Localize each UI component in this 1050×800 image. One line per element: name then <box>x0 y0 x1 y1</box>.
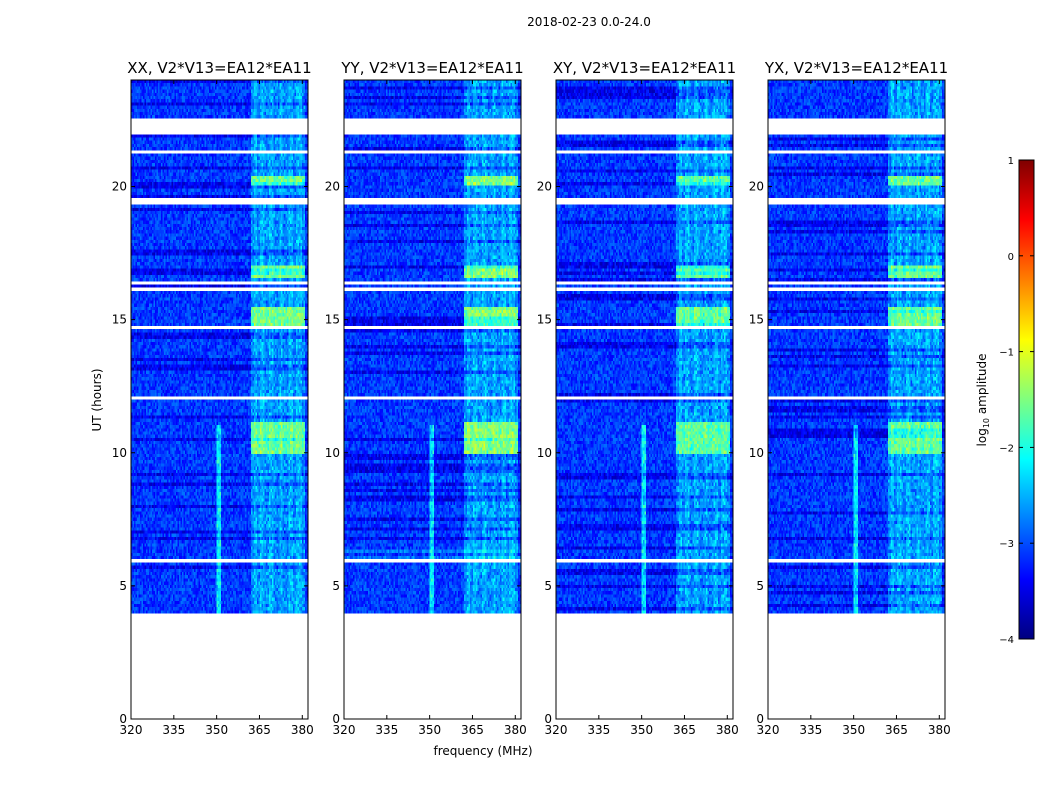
x-tick-label: 350 <box>630 723 653 737</box>
x-tick-label: 365 <box>673 723 696 737</box>
colorbar-label: log10 amplitude <box>975 354 991 447</box>
x-tick-label: 335 <box>375 723 398 737</box>
panel-3: XY, V2*V13=EA12*EA11 320 335 350 365 380 0 5 10 1… <box>537 59 739 737</box>
panel-title: XY, V2*V13=EA12*EA11 <box>553 59 736 77</box>
panel-title: XX, V2*V13=EA12*EA11 <box>127 59 311 77</box>
y-tick-label: 15 <box>325 313 340 327</box>
y-tick-label: 10 <box>112 446 127 460</box>
y-tick-label: 5 <box>119 579 127 593</box>
colorbar-tick-label: −4 <box>999 635 1014 646</box>
y-tick-label: 10 <box>749 446 764 460</box>
panel-frame <box>343 79 522 720</box>
panel-frame <box>555 79 734 720</box>
y-tick-label: 20 <box>749 180 764 194</box>
y-tick-label: 5 <box>756 579 764 593</box>
colorbar-tick-label: −2 <box>999 443 1014 454</box>
x-tick-label: 350 <box>842 723 865 737</box>
y-tick-label: 20 <box>325 180 340 194</box>
colorbar-tick-label: 1 <box>1008 156 1014 167</box>
y-tick-label: 20 <box>112 180 127 194</box>
panel-1: XX, V2*V13=EA12*EA11 320 335 350 365 380 0 5 10 1… <box>112 59 314 737</box>
x-tick-label: 320 <box>757 723 780 737</box>
panel-title: YY, V2*V13=EA12*EA11 <box>340 59 523 77</box>
panel-title: YX, V2*V13=EA12*EA11 <box>764 59 948 77</box>
y-tick-label: 15 <box>537 313 552 327</box>
x-tick-label: 335 <box>587 723 610 737</box>
x-tick-label: 380 <box>291 723 314 737</box>
y-tick-label: 15 <box>749 313 764 327</box>
y-axis-label: UT (hours) <box>90 368 104 431</box>
spectrogram-image <box>556 80 733 719</box>
x-tick-label: 350 <box>205 723 228 737</box>
spectrogram-image <box>344 80 521 719</box>
spectrogram-image <box>131 80 308 719</box>
y-tick-label: 10 <box>537 446 552 460</box>
colorbar-tick-label: −1 <box>999 348 1014 359</box>
panels-group: XX, V2*V13=EA12*EA11 320 335 350 365 380 0 5 10 1… <box>112 59 951 737</box>
x-tick-label: 320 <box>545 723 568 737</box>
panel-frame <box>130 79 309 720</box>
y-tick-label: 0 <box>756 712 764 726</box>
x-tick-label: 365 <box>248 723 271 737</box>
x-tick-label: 320 <box>120 723 143 737</box>
y-tick-label: 5 <box>544 579 552 593</box>
y-tick-label: 5 <box>332 579 340 593</box>
panel-frame <box>767 79 946 720</box>
x-tick-label: 335 <box>162 723 185 737</box>
colorbar-tick-label: −3 <box>999 539 1014 550</box>
x-axis-label: frequency (MHz) <box>433 744 532 758</box>
x-tick-label: 320 <box>333 723 356 737</box>
x-tick-label: 365 <box>461 723 484 737</box>
y-tick-label: 0 <box>332 712 340 726</box>
colorbar-gradient <box>1018 159 1035 640</box>
x-tick-label: 380 <box>928 723 951 737</box>
y-tick-label: 20 <box>537 180 552 194</box>
panel-2: YY, V2*V13=EA12*EA11 320 335 350 365 380 0 5 10 1… <box>325 59 527 737</box>
y-tick-label: 0 <box>119 712 127 726</box>
panel-4: YX, V2*V13=EA12*EA11 320 335 350 365 380 0 5 10 1… <box>749 59 951 737</box>
figure-suptitle: 2018-02-23 0.0-24.0 <box>527 15 651 29</box>
spectrogram-image <box>768 80 945 719</box>
x-tick-label: 350 <box>418 723 441 737</box>
colorbar: 1 0 −1 −2 −3 −4 log10 amplitude <box>975 156 1035 646</box>
y-tick-label: 15 <box>112 313 127 327</box>
x-tick-label: 335 <box>799 723 822 737</box>
x-tick-label: 365 <box>885 723 908 737</box>
x-tick-label: 380 <box>716 723 739 737</box>
y-tick-label: 0 <box>544 712 552 726</box>
colorbar-tick-label: 0 <box>1008 252 1014 263</box>
y-tick-label: 10 <box>325 446 340 460</box>
x-tick-label: 380 <box>504 723 527 737</box>
